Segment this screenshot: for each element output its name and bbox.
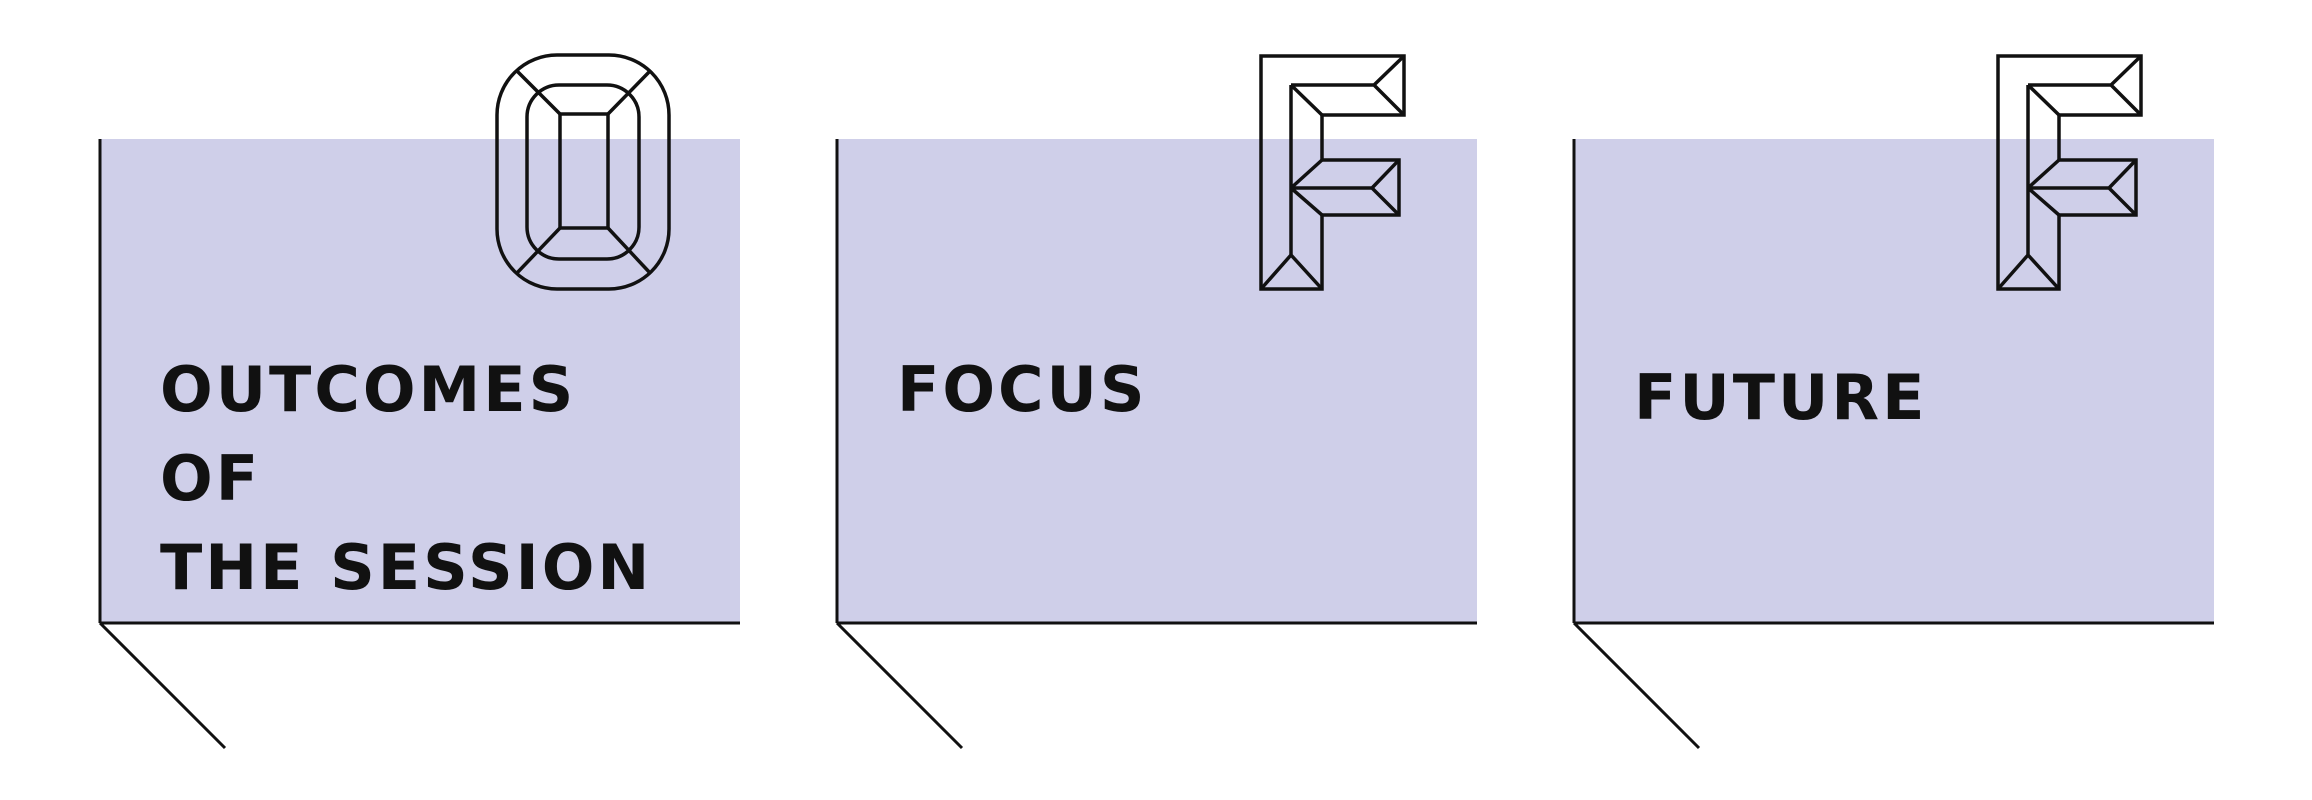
letter-f-icon xyxy=(1996,54,2143,291)
card-title-focus: FOCUS xyxy=(897,353,1148,426)
card-background xyxy=(1574,139,2214,623)
card-outcomes xyxy=(98,53,740,750)
card-title-outcomes: OUTCOMES OF THE SESSION xyxy=(160,353,653,604)
card-background xyxy=(100,139,740,623)
card-future xyxy=(1572,54,2214,750)
card-title-future: FUTURE xyxy=(1634,361,1928,434)
letter-o-icon xyxy=(495,53,671,291)
letter-f-icon xyxy=(1259,54,1406,291)
card-diagonal-tail xyxy=(98,621,227,750)
card-diagonal-tail xyxy=(1572,621,1701,750)
card-diagonal-tail xyxy=(835,621,964,750)
card-focus xyxy=(835,54,1477,750)
card-background xyxy=(837,139,1477,623)
